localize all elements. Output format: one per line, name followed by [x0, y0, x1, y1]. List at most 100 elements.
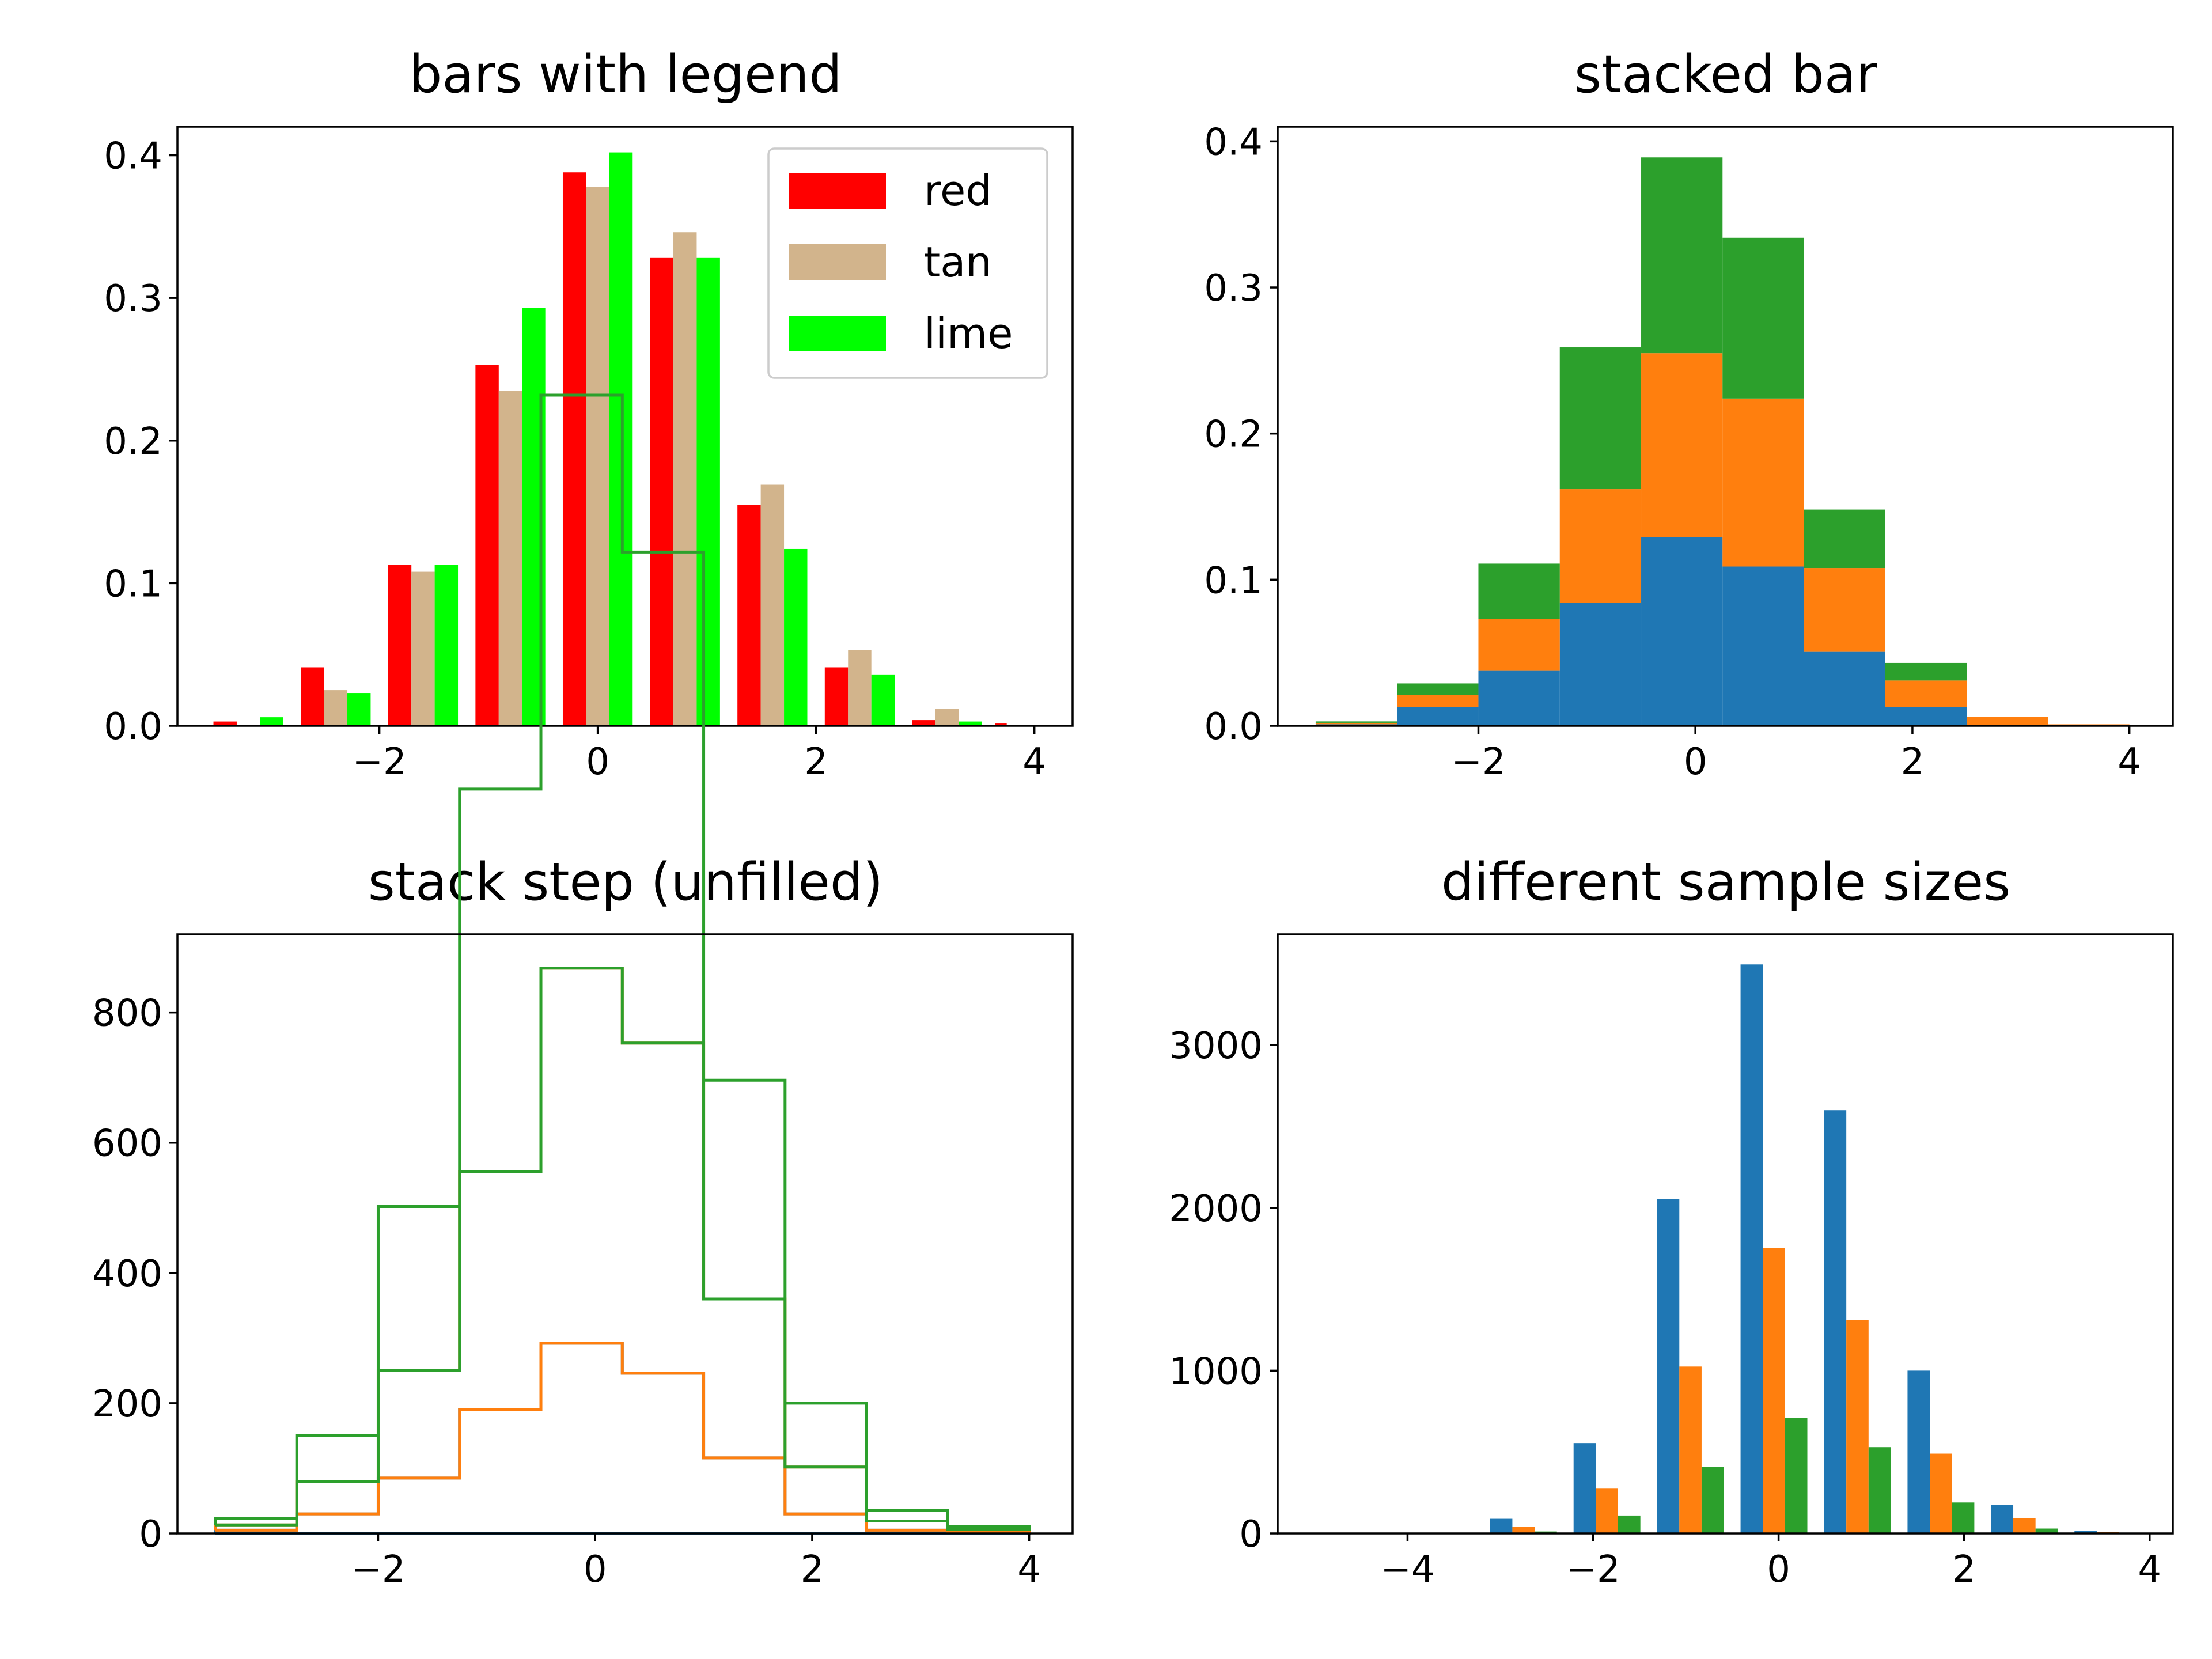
- bar-series-1-bin-3: [1490, 1518, 1513, 1533]
- stacked-segment-series-1-bin-4: [1559, 603, 1642, 726]
- stacked-segment-series-2-bin-5: [1641, 353, 1723, 537]
- bar-lime-bin-9: [959, 721, 982, 726]
- bar-series-3-bin-4: [1618, 1515, 1641, 1533]
- x-tick-label: −2: [352, 741, 406, 783]
- bar-tan-bin-9: [935, 709, 959, 726]
- y-tick-label: 3000: [1169, 1025, 1263, 1067]
- bar-series-1-bin-10: [2074, 1531, 2097, 1533]
- stacked-segment-series-1-bin-7: [1804, 651, 1885, 726]
- axis-ticks: −2 0 2 4 0 200 400 600 800: [92, 993, 1041, 1591]
- stacked-segment-series-3-bin-7: [1804, 509, 1885, 569]
- bar-series-3-bin-6: [1785, 1418, 1808, 1533]
- y-tick-label: 0.1: [1204, 559, 1263, 602]
- axes-frame: [1277, 933, 2174, 1535]
- plot-area: [1315, 157, 2130, 726]
- y-tick-label: 0.0: [104, 706, 162, 748]
- axis-ticks: −2 0 2 4 0.0 0.1 0.2 0.3 0.4: [104, 135, 1046, 783]
- stacked-segment-series-2-bin-7: [1804, 568, 1885, 652]
- bar-series-2-bin-8: [1930, 1453, 1952, 1533]
- bar-series-1-bin-4: [1573, 1443, 1596, 1533]
- bar-red-bin-10: [995, 723, 1007, 726]
- y-tick-label: 0.0: [1204, 706, 1263, 748]
- x-tick-label: 0: [1684, 741, 1707, 783]
- stacked-segment-series-3-bin-5: [1641, 157, 1723, 354]
- bar-series-3-bin-9: [2035, 1528, 2058, 1533]
- bar-tan-bin-7: [760, 484, 785, 726]
- y-tick-label: 2000: [1169, 1188, 1263, 1230]
- bar-tan-bin-2: [324, 690, 348, 726]
- bar-series-1-bin-6: [1740, 964, 1763, 1533]
- bar-series-1-bin-9: [1991, 1505, 2014, 1533]
- subplot-stack-step-unfilled: stack step (unfilled) −2 0 2 4 0 200 400 600 800: [92, 393, 1074, 1591]
- stacked-segment-series-1-bin-2: [1397, 707, 1479, 726]
- plot-area: [1323, 964, 2142, 1533]
- plot-area: [213, 152, 1031, 726]
- chart-title: bars with legend: [409, 44, 842, 105]
- bar-lime-bin-7: [784, 548, 808, 726]
- bar-series-2-bin-3: [1512, 1527, 1535, 1533]
- legend-label-tan: tan: [924, 238, 992, 286]
- bar-series-2-bin-9: [2013, 1518, 2036, 1533]
- stacked-segment-series-1-bin-3: [1478, 670, 1560, 726]
- step-outline-series-2: [214, 967, 1031, 1534]
- stacked-segment-series-2-bin-4: [1559, 489, 1642, 603]
- stacked-segment-series-2-bin-8: [1885, 680, 1967, 707]
- subplot-stacked-bar: stacked bar −2 0 2 4 0.0 0.1 0.2 0.3 0.4: [1204, 44, 2174, 783]
- x-tick-label: 4: [2138, 1548, 2161, 1591]
- bar-series-2-bin-7: [1846, 1320, 1869, 1533]
- axes-frame: [176, 126, 1074, 727]
- chart-title: stack step (unfilled): [368, 852, 883, 912]
- legend-swatch-tan: [789, 244, 886, 280]
- bar-series-1-bin-7: [1824, 1110, 1847, 1533]
- x-tick-label: 4: [1022, 741, 1046, 783]
- bar-red-bin-9: [912, 720, 935, 726]
- bar-series-2-bin-5: [1679, 1366, 1702, 1533]
- bar-lime-bin-6: [696, 257, 720, 726]
- stacked-segment-series-2-bin-1: [1315, 722, 1397, 725]
- legend-swatch-red: [789, 173, 886, 209]
- bar-lime-bin-8: [871, 674, 895, 726]
- x-tick-label: −2: [1451, 741, 1505, 783]
- y-tick-label: 600: [92, 1123, 162, 1165]
- bar-lime-bin-2: [347, 693, 371, 726]
- y-tick-label: 0: [1239, 1513, 1263, 1556]
- bar-red-bin-7: [737, 505, 761, 726]
- stacked-segment-series-1-bin-5: [1641, 537, 1723, 726]
- stacked-segment-series-3-bin-1: [1315, 721, 1397, 723]
- bar-red-bin-4: [475, 365, 499, 726]
- x-tick-label: 0: [1767, 1548, 1790, 1591]
- bar-red-bin-2: [301, 667, 324, 726]
- bar-lime-bin-1: [260, 717, 283, 726]
- axis-ticks: −2 0 2 4 0.0 0.1 0.2 0.3 0.4: [1204, 121, 2141, 783]
- bar-tan-bin-3: [411, 571, 435, 726]
- y-tick-label: 400: [92, 1253, 162, 1296]
- stacked-segment-series-2-bin-2: [1397, 695, 1479, 707]
- bar-series-1-bin-8: [1907, 1370, 1930, 1533]
- x-tick-label: −2: [1566, 1548, 1620, 1591]
- legend: red tan lime: [767, 147, 1048, 379]
- x-tick-label: −2: [351, 1548, 405, 1591]
- bar-series-2-bin-6: [1763, 1248, 1785, 1533]
- y-tick-label: 0.4: [104, 135, 162, 178]
- bar-tan-bin-5: [586, 187, 609, 726]
- x-tick-label: 2: [1901, 741, 1925, 783]
- bar-series-3-bin-8: [1952, 1502, 1975, 1533]
- x-tick-label: 2: [804, 741, 828, 783]
- stacked-segment-series-3-bin-3: [1478, 563, 1560, 619]
- legend-label-red: red: [924, 166, 992, 215]
- x-tick-label: 0: [586, 741, 609, 783]
- x-tick-label: 2: [1952, 1548, 1976, 1591]
- y-tick-label: 0.4: [1204, 121, 1263, 164]
- stacked-segment-series-2-bin-6: [1722, 398, 1804, 567]
- stacked-segment-series-3-bin-6: [1722, 237, 1804, 399]
- axes-frame: [1277, 126, 2174, 727]
- stacked-segment-series-1-bin-8: [1885, 707, 1967, 726]
- bar-series-1-bin-5: [1657, 1199, 1680, 1533]
- x-tick-label: 4: [1017, 1548, 1041, 1591]
- subplot-different-sample-sizes: different sample sizes −4 −2 0 2 4 0 1000 2000 3…: [1169, 852, 2174, 1591]
- y-tick-label: 0.1: [104, 563, 162, 605]
- chart-title: stacked bar: [1574, 44, 1877, 105]
- y-tick-label: 0.2: [104, 421, 162, 463]
- stacked-segment-series-3-bin-8: [1885, 662, 1967, 681]
